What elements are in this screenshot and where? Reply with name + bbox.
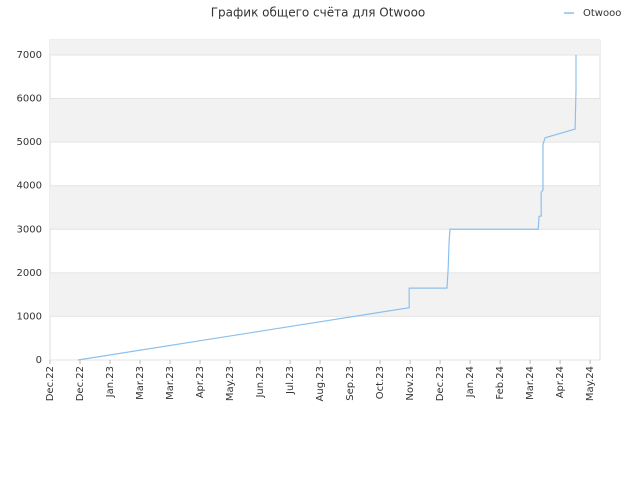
x-tick-label: Jun.23	[255, 366, 266, 399]
chart-title: График общего счёта для Otwooo	[211, 6, 426, 20]
legend-label: Otwooo	[583, 8, 621, 19]
series-line	[77, 54, 577, 361]
x-tick-label: Apr.23	[195, 366, 206, 398]
y-tick-label: 5000	[17, 137, 42, 148]
x-tick-label: Mar.23	[165, 366, 176, 400]
y-tick-label: 2000	[17, 268, 42, 279]
x-tick-label: Feb.24	[495, 366, 506, 400]
y-tick-label: 6000	[17, 94, 42, 105]
grid-band	[50, 185, 600, 230]
x-tick-label: Nov.23	[405, 366, 416, 401]
y-tick-label: 7000	[17, 50, 42, 61]
x-tick-label: Jul.23	[285, 366, 296, 395]
x-tick-label: Mar.24	[525, 366, 536, 400]
x-tick-label: May.23	[225, 366, 236, 401]
x-tick-label: Jan.23	[105, 366, 116, 398]
x-tick-label: Jan.24	[465, 366, 476, 398]
x-tick-label: Oct.23	[375, 366, 386, 399]
x-tick-label: May.24	[585, 366, 596, 401]
y-tick-label: 3000	[17, 224, 42, 235]
x-tick-label: Sep.23	[345, 366, 356, 401]
x-tick-label: Aug.23	[315, 366, 326, 401]
grid-band	[50, 98, 600, 143]
y-tick-label: 1000	[17, 311, 42, 322]
y-tick-label: 0	[36, 355, 42, 366]
y-tick-label: 4000	[17, 181, 42, 192]
x-tick-label: Dec.23	[435, 366, 446, 401]
grid-band	[50, 272, 600, 317]
x-tick-label: Mar.23	[135, 366, 146, 400]
grid-band	[50, 40, 600, 55]
x-tick-label: Apr.24	[555, 366, 566, 398]
x-tick-label: Dec.22	[45, 366, 56, 401]
x-tick-label: Dec.22	[75, 366, 86, 401]
